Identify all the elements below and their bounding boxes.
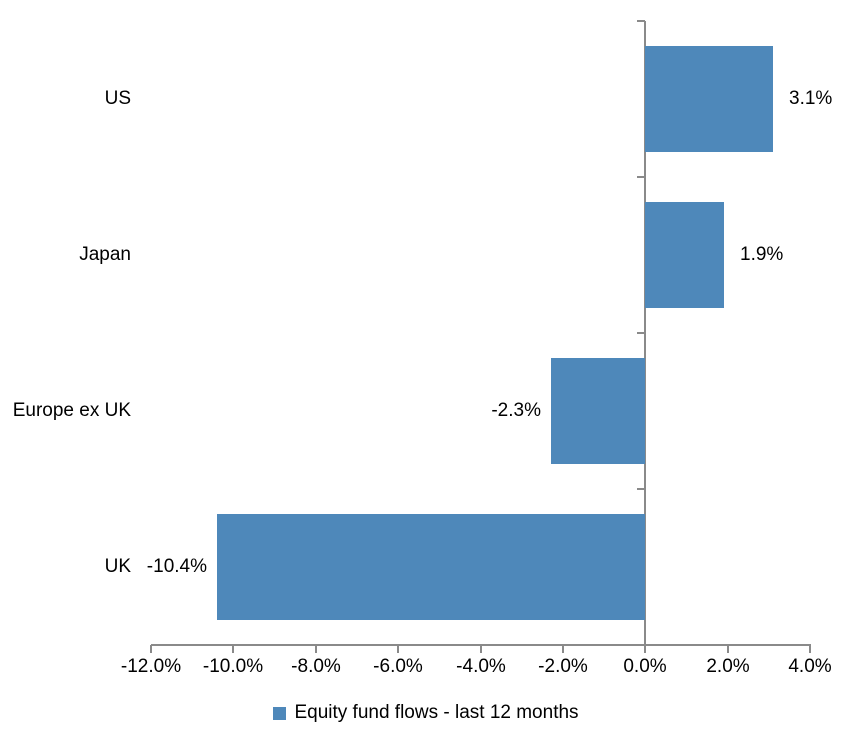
bar-uk — [217, 514, 645, 620]
x-axis-tick-label: -12.0% — [120, 656, 182, 677]
data-label-europe-ex-uk: -2.3% — [491, 400, 541, 421]
category-axis-tick — [637, 332, 645, 334]
data-label-uk: -10.4% — [146, 556, 207, 577]
bar-europe-ex-uk — [551, 358, 645, 464]
x-axis-tick-label: -8.0% — [291, 656, 341, 677]
x-axis-tick — [150, 645, 152, 653]
x-axis-tick — [397, 645, 399, 653]
x-axis-tick — [480, 645, 482, 653]
bar-japan — [645, 202, 724, 308]
x-axis-tick — [562, 645, 564, 653]
category-axis-tick — [637, 176, 645, 178]
x-axis-tick — [727, 645, 729, 653]
data-label-japan: 1.9% — [740, 244, 784, 265]
data-label-us: 3.1% — [789, 88, 833, 109]
x-axis-tick — [809, 645, 811, 653]
bar-us — [645, 46, 773, 152]
category-axis-tick — [637, 20, 645, 22]
category-axis-tick — [637, 644, 645, 646]
legend-marker-icon — [273, 706, 287, 720]
x-axis-tick-label: -4.0% — [456, 656, 506, 677]
x-axis-tick-label: -2.0% — [538, 656, 588, 677]
x-axis-tick — [232, 645, 234, 653]
x-axis-tick-label: 2.0% — [706, 656, 750, 677]
category-label-japan: Japan — [79, 244, 131, 265]
category-label-uk: UK — [104, 556, 131, 577]
x-axis-tick-label: -10.0% — [202, 656, 264, 677]
x-axis-tick — [315, 645, 317, 653]
legend-label: Equity fund flows - last 12 months — [294, 702, 579, 723]
value-axis-line — [644, 21, 646, 646]
chart-legend: Equity fund flows - last 12 months — [0, 702, 852, 724]
category-axis-tick — [637, 488, 645, 490]
category-label-us: US — [104, 88, 131, 109]
x-axis-tick-label: -6.0% — [373, 656, 423, 677]
category-label-europe-ex-uk: Europe ex UK — [12, 400, 131, 421]
x-axis-tick-label: 0.0% — [623, 656, 667, 677]
x-axis-tick-label: 4.0% — [788, 656, 832, 677]
x-axis-tick — [644, 645, 646, 653]
